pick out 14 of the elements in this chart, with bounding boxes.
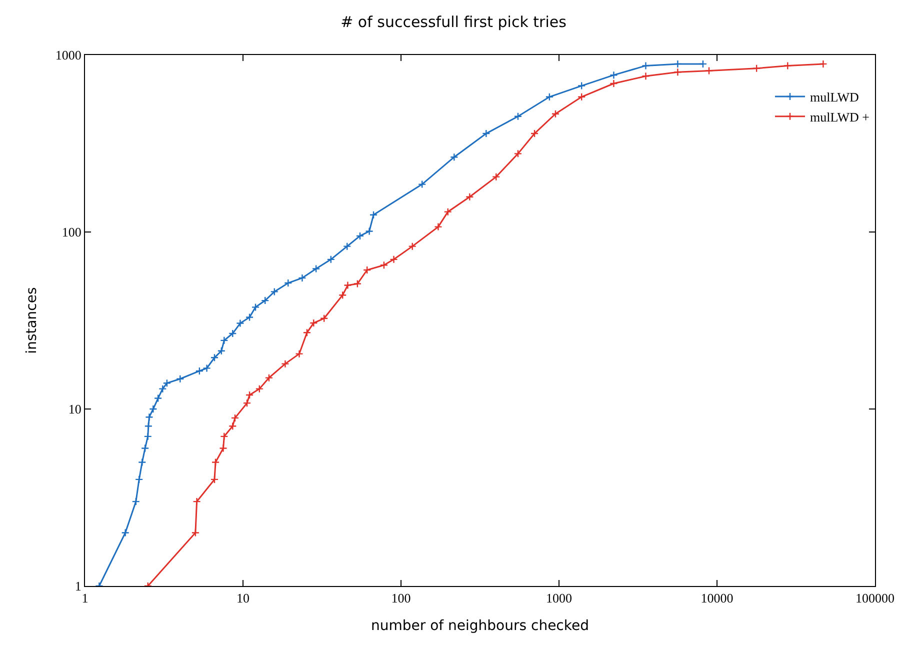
y-tick-label: 1000 bbox=[55, 48, 82, 63]
x-tick-label: 10000 bbox=[700, 590, 734, 606]
y-tick-label: 1 bbox=[74, 578, 82, 594]
x-tick-label: 100000 bbox=[856, 590, 894, 606]
chart-title: # of successfull first pick tries bbox=[340, 13, 567, 32]
y-tick-label: 10 bbox=[68, 402, 82, 417]
x-tick-label: 100 bbox=[391, 590, 411, 606]
y-axis-title: instances bbox=[24, 287, 40, 354]
legend-label: mulLWD + bbox=[810, 109, 870, 124]
x-axis-title: number of neighbours checked bbox=[371, 618, 589, 634]
x-tick-label: 10 bbox=[236, 590, 250, 606]
y-tick-label: 100 bbox=[62, 224, 82, 240]
legend-label: mulLWD bbox=[810, 90, 859, 105]
x-tick-label: 1000 bbox=[546, 590, 572, 606]
